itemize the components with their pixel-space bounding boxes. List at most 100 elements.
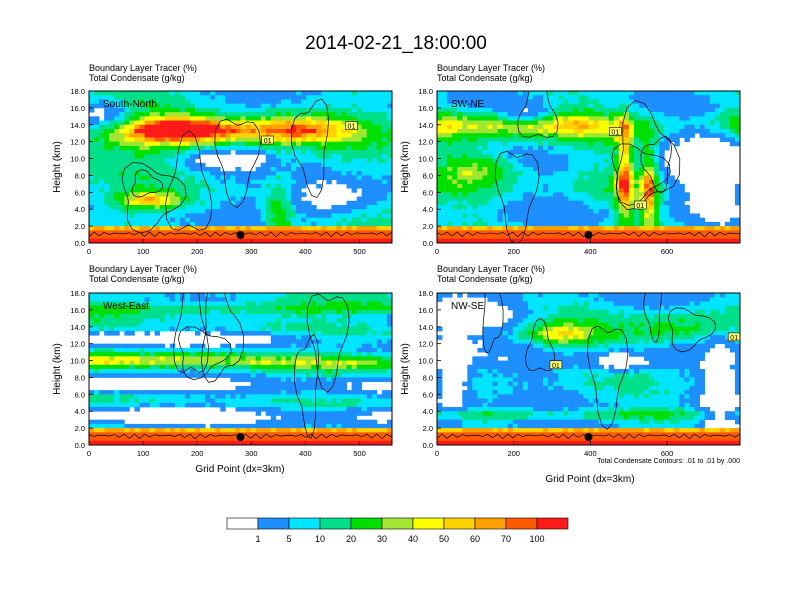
field-cell xyxy=(341,120,347,126)
field-cell xyxy=(366,112,373,117)
field-cell xyxy=(502,200,509,206)
field-cell xyxy=(99,326,105,332)
field-cell xyxy=(553,175,559,181)
field-cell xyxy=(245,112,251,117)
field-cell xyxy=(306,145,312,151)
field-cell xyxy=(341,95,347,100)
field-cell xyxy=(240,305,246,311)
field-cell xyxy=(326,175,332,181)
field-cell xyxy=(134,150,140,155)
field-cell xyxy=(699,99,706,105)
field-cell xyxy=(472,150,478,155)
field-cell xyxy=(200,183,206,189)
field-cell xyxy=(174,356,181,361)
field-cell xyxy=(326,162,332,168)
field-cell xyxy=(104,221,110,227)
field-cell xyxy=(659,205,665,210)
field-cell xyxy=(437,107,443,113)
field-cell xyxy=(689,120,695,126)
field-cell xyxy=(376,343,383,349)
field-cell xyxy=(548,162,554,168)
field-cell xyxy=(311,305,317,311)
field-cell xyxy=(174,217,181,223)
field-cell xyxy=(654,137,660,143)
field-cell xyxy=(220,183,226,189)
field-cell xyxy=(280,95,287,100)
field-cell xyxy=(99,234,105,240)
field-cell xyxy=(492,150,498,155)
field-cell xyxy=(724,124,731,130)
field-cell xyxy=(149,234,156,240)
field-cell xyxy=(477,150,483,155)
field-cell xyxy=(119,293,125,298)
field-cell xyxy=(124,145,130,151)
field-cell xyxy=(361,129,368,134)
field-cell xyxy=(149,347,156,353)
field-cell xyxy=(255,112,262,117)
field-cell xyxy=(296,145,302,151)
field-cell xyxy=(462,188,468,193)
field-cell xyxy=(235,103,241,109)
field-cell xyxy=(316,112,322,117)
field-cell xyxy=(376,112,383,117)
field-cell xyxy=(220,103,226,109)
field-cell xyxy=(724,230,731,235)
field-cell xyxy=(296,309,302,315)
field-cell xyxy=(245,175,251,181)
field-cell xyxy=(558,175,564,181)
field-cell xyxy=(89,99,95,105)
field-cell xyxy=(341,158,347,164)
field-cell xyxy=(679,209,685,214)
field-cell xyxy=(164,103,171,109)
field-cell xyxy=(729,221,736,227)
field-cell xyxy=(386,179,392,185)
field-cell xyxy=(270,171,277,176)
field-cell xyxy=(386,309,392,315)
field-cell xyxy=(220,234,226,240)
field-cell xyxy=(633,120,640,126)
field-cell xyxy=(190,234,196,240)
field-cell xyxy=(543,103,549,109)
field-cell xyxy=(220,305,226,311)
field-cell xyxy=(149,112,156,117)
field-cell xyxy=(588,129,594,134)
field-cell xyxy=(563,209,569,214)
field-cell xyxy=(240,192,246,197)
field-cell xyxy=(265,234,272,240)
field-cell xyxy=(628,192,635,197)
field-cell xyxy=(301,209,307,214)
field-cell xyxy=(729,226,736,231)
field-cell xyxy=(563,196,569,202)
field-cell xyxy=(109,150,115,155)
field-cell xyxy=(109,213,115,219)
field-cell xyxy=(512,217,519,223)
field-cell xyxy=(381,99,388,105)
field-cell xyxy=(341,305,347,311)
field-cell xyxy=(144,352,150,357)
field-cell xyxy=(164,221,171,227)
field-cell xyxy=(240,200,246,206)
field-cell xyxy=(704,221,711,227)
field-cell xyxy=(195,175,201,181)
field-cell xyxy=(265,360,272,366)
field-cell xyxy=(225,238,231,243)
field-cell xyxy=(623,205,630,210)
field-cell xyxy=(336,167,342,172)
field-cell xyxy=(306,150,312,155)
field-cell xyxy=(220,95,226,100)
field-cell xyxy=(195,129,201,134)
field-cell xyxy=(618,103,625,109)
field-cell xyxy=(447,213,453,219)
field-cell xyxy=(644,192,650,197)
field-cell xyxy=(94,91,100,96)
field-cell xyxy=(159,205,166,210)
field-cell xyxy=(184,150,191,155)
field-cell xyxy=(684,217,690,223)
field-cell xyxy=(472,221,478,227)
field-cell xyxy=(583,107,589,113)
field-cell xyxy=(376,91,383,96)
field-cell xyxy=(89,91,95,96)
field-cell xyxy=(210,116,216,121)
field-cell xyxy=(230,213,236,219)
field-cell xyxy=(159,326,166,332)
